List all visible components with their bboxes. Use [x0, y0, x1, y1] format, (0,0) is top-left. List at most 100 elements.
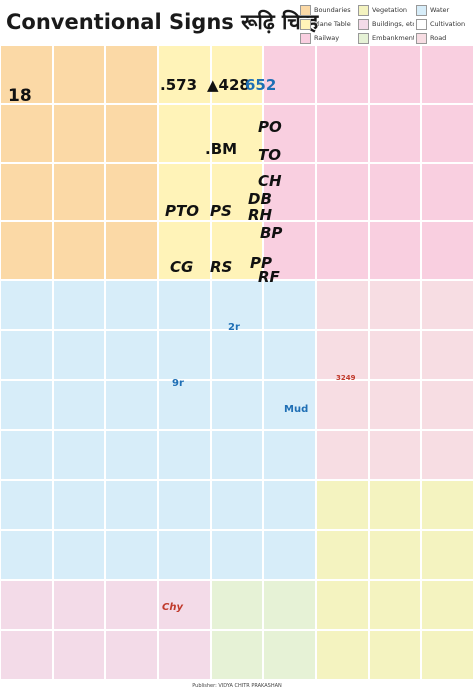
- cell: [0, 430, 53, 480]
- cell: [0, 630, 53, 680]
- cell: [105, 630, 158, 680]
- cell: [52, 103, 106, 163]
- sign: RS: [210, 258, 233, 276]
- cell: [0, 103, 53, 163]
- legend-label: Buildings, etc.: [372, 20, 414, 28]
- cell: [263, 630, 316, 680]
- legend-item: Road: [416, 32, 472, 45]
- legend-item: Boundaries: [300, 4, 356, 17]
- cell: [210, 45, 264, 104]
- sign: 652: [245, 76, 277, 94]
- sign: .573: [160, 76, 198, 94]
- sign: 3249: [336, 374, 356, 382]
- cell: [105, 221, 158, 280]
- cell: [0, 530, 53, 580]
- legend-label: Railway: [314, 34, 340, 42]
- cell: [421, 530, 474, 580]
- cell: [421, 330, 474, 380]
- sign: .BM: [205, 140, 238, 158]
- cell: [368, 280, 422, 330]
- cell: [421, 630, 474, 680]
- cell: [52, 430, 106, 480]
- cell: [210, 162, 264, 222]
- cell: [316, 280, 369, 330]
- cell: [158, 103, 211, 163]
- cell: [210, 580, 264, 630]
- cell: [368, 480, 422, 530]
- cell: [0, 580, 53, 630]
- cell: [158, 45, 211, 104]
- sign: Mud: [284, 404, 309, 415]
- cell: [52, 580, 106, 630]
- cell: [105, 580, 158, 630]
- cell: [316, 103, 369, 163]
- cell: [263, 162, 316, 222]
- cell: [210, 530, 264, 580]
- sign: DB: [248, 190, 272, 208]
- legend-item: Water: [416, 4, 472, 17]
- cell: [105, 103, 158, 163]
- cell: [105, 380, 158, 430]
- cell: [52, 45, 106, 104]
- legend-item: Plane Table: [300, 18, 356, 31]
- cell: [158, 530, 211, 580]
- cell: [263, 330, 316, 380]
- cell: [316, 530, 369, 580]
- cell: [263, 380, 316, 430]
- cell: [158, 430, 211, 480]
- cell: [105, 280, 158, 330]
- cell: [421, 280, 474, 330]
- cell: [368, 380, 422, 430]
- sign: PO: [258, 118, 282, 136]
- sign: CH: [258, 172, 282, 190]
- cell: [316, 630, 369, 680]
- cell: [421, 580, 474, 630]
- sign: BP: [260, 224, 283, 242]
- cell: [421, 45, 474, 104]
- cell: [421, 221, 474, 280]
- cell: [52, 380, 106, 430]
- cell: [316, 221, 369, 280]
- cell: [421, 480, 474, 530]
- cell: [368, 103, 422, 163]
- legend-item: Railway: [300, 32, 356, 45]
- cell: [0, 221, 53, 280]
- sign: PS: [210, 202, 232, 220]
- sign: 9r: [172, 378, 184, 389]
- cell: [210, 630, 264, 680]
- cell: [158, 480, 211, 530]
- legend-label: Road: [430, 34, 447, 42]
- cell: [368, 630, 422, 680]
- cell: [52, 221, 106, 280]
- cell: [263, 221, 316, 280]
- footer: Publisher: VIDYA CHITR PRAKASHAN: [192, 683, 282, 689]
- cell: [0, 45, 53, 104]
- cell: [210, 380, 264, 430]
- sign: RH: [248, 206, 273, 224]
- cell: [158, 580, 211, 630]
- cell: [263, 280, 316, 330]
- cell: [52, 162, 106, 222]
- cell: [105, 430, 158, 480]
- legend-item: Buildings, etc.: [358, 18, 414, 31]
- cell: [316, 45, 369, 104]
- cell: [210, 280, 264, 330]
- cell: [368, 330, 422, 380]
- cell: [0, 380, 53, 430]
- cell: [263, 430, 316, 480]
- title: Conventional Signs रूढ़ि चिन्ह: [6, 10, 319, 34]
- cell: [316, 430, 369, 480]
- cell: [158, 380, 211, 430]
- cell: [316, 380, 369, 430]
- cell: [0, 162, 53, 222]
- legend-label: Plane Table: [314, 20, 351, 28]
- sign: PTO: [165, 202, 199, 220]
- legend-label: Embankment: [372, 34, 414, 42]
- cell: [105, 480, 158, 530]
- cell: [368, 221, 422, 280]
- cell: [316, 580, 369, 630]
- cell: [0, 280, 53, 330]
- cell: [0, 480, 53, 530]
- legend-item: Vegetation: [358, 4, 414, 17]
